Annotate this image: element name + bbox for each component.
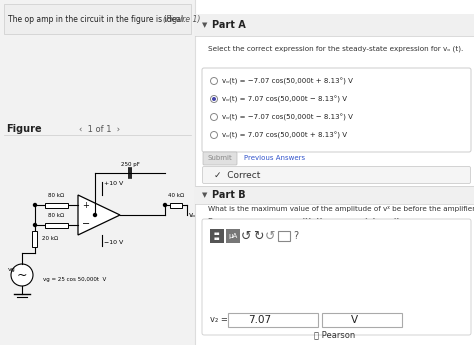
Text: 20 kΩ: 20 kΩ (42, 237, 58, 241)
Bar (322, 313, 402, 327)
Circle shape (210, 96, 218, 102)
Text: 80 kΩ: 80 kΩ (48, 213, 64, 218)
Bar (4, 4, 191, 34)
Text: ~: ~ (17, 268, 27, 282)
Circle shape (210, 78, 218, 85)
Text: ‹  1 of 1  ›: ‹ 1 of 1 › (80, 125, 120, 134)
Bar (210, 229, 224, 243)
Text: What is the maximum value of the amplitude of vᵡ be before the amplifier saturat: What is the maximum value of the amplitu… (208, 206, 474, 212)
Text: The op amp in the circuit in the figure is ideal.: The op amp in the circuit in the figure … (8, 14, 188, 23)
Bar (45, 203, 68, 207)
Text: vₒ(t) = −7.07 cos(50,000t − 8.13°) V: vₒ(t) = −7.07 cos(50,000t − 8.13°) V (222, 114, 353, 121)
Bar (45, 223, 68, 227)
Text: Figure: Figure (6, 124, 42, 134)
Text: ▼: ▼ (202, 22, 207, 28)
Text: 7.07: 7.07 (248, 315, 271, 325)
Text: 40 kΩ: 40 kΩ (168, 193, 184, 198)
Text: ↺: ↺ (265, 229, 275, 243)
Text: ▪▪
▪▪: ▪▪ ▪▪ (214, 230, 220, 241)
Text: V: V (350, 315, 357, 325)
Text: Submit: Submit (208, 156, 232, 161)
Text: (Figure 1): (Figure 1) (163, 14, 201, 23)
Bar (0, 0, 195, 345)
Text: Part B: Part B (212, 190, 246, 200)
Bar (170, 203, 182, 207)
Bar (226, 229, 240, 243)
Circle shape (210, 131, 218, 138)
Bar (195, 14, 474, 36)
Text: vₒ(t) = 7.07 cos(50,000t − 8.13°) V: vₒ(t) = 7.07 cos(50,000t − 8.13°) V (222, 95, 347, 102)
Bar (278, 231, 290, 241)
Text: ↺: ↺ (241, 229, 251, 243)
Text: 80 kΩ: 80 kΩ (48, 193, 64, 198)
Circle shape (163, 203, 167, 207)
Text: vg: vg (8, 267, 16, 272)
Text: vₒ(t) = −7.07 cos(50,000t + 8.13°) V: vₒ(t) = −7.07 cos(50,000t + 8.13°) V (222, 77, 353, 85)
Text: ⓪ Pearson: ⓪ Pearson (314, 330, 355, 339)
Text: ?: ? (293, 231, 299, 241)
Bar (195, 0, 474, 345)
Bar (228, 313, 318, 327)
Text: Express your answer with the appropriate units.: Express your answer with the appropriate… (208, 218, 407, 224)
Circle shape (33, 223, 37, 227)
Text: −10 V: −10 V (104, 240, 123, 245)
Circle shape (11, 264, 33, 286)
Circle shape (212, 97, 216, 101)
Text: Select the correct expression for the steady-state expression for vₒ (t).: Select the correct expression for the st… (208, 46, 463, 52)
Text: 250 pF: 250 pF (120, 162, 139, 167)
Circle shape (33, 203, 37, 207)
Text: vₒ: vₒ (189, 212, 196, 218)
Text: +: + (82, 201, 89, 210)
Polygon shape (78, 195, 120, 235)
Text: vₒ(t) = 7.07 cos(50,000t + 8.13°) V: vₒ(t) = 7.07 cos(50,000t + 8.13°) V (222, 131, 347, 139)
FancyBboxPatch shape (202, 167, 471, 184)
Text: v₂ =: v₂ = (210, 315, 228, 325)
Bar (195, 186, 474, 204)
Text: Part A: Part A (212, 20, 246, 30)
Text: ✓  Correct: ✓ Correct (214, 170, 260, 179)
FancyBboxPatch shape (203, 152, 237, 165)
FancyBboxPatch shape (202, 219, 471, 335)
Text: +10 V: +10 V (104, 181, 123, 186)
Text: −: − (82, 219, 90, 229)
Circle shape (93, 213, 97, 217)
Text: ▼: ▼ (202, 192, 207, 198)
FancyBboxPatch shape (202, 68, 471, 152)
Circle shape (210, 114, 218, 120)
Text: ↻: ↻ (253, 229, 263, 243)
Text: Previous Answers: Previous Answers (244, 156, 305, 161)
Bar (33, 231, 37, 247)
Text: μA: μA (228, 233, 237, 239)
Text: vg = 25 cos 50,000t  V: vg = 25 cos 50,000t V (44, 277, 107, 283)
